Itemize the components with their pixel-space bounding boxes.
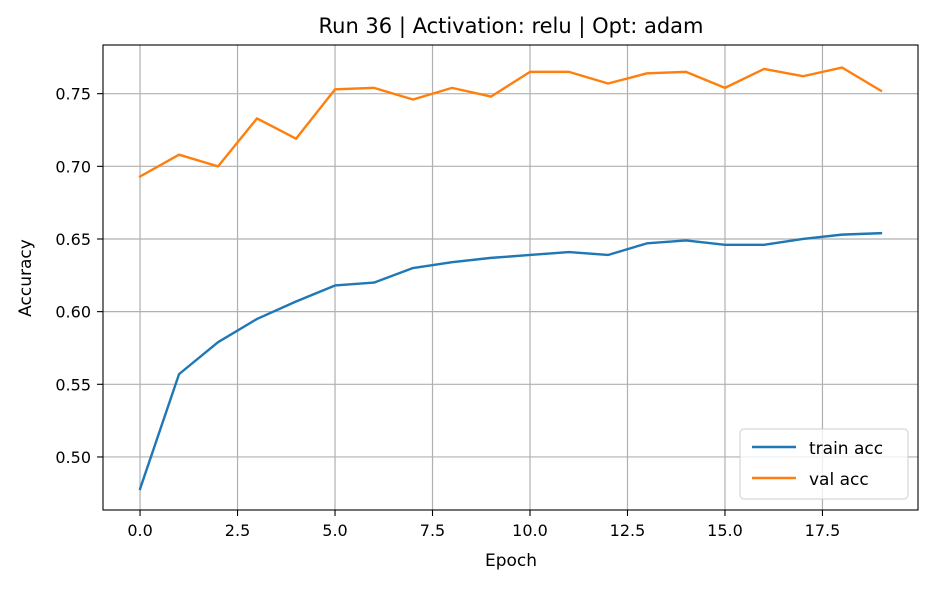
legend: train acc val acc	[739, 428, 909, 500]
plot-frame	[102, 44, 919, 511]
axis-ticks: 0.0 2.5 5.0 7.5 10.0 12.5 15.0 17.5 0.50 0.55 0.60…	[55, 85, 840, 540]
series-line-train-acc	[138, 231, 883, 491]
y-tick-label: 0.75	[55, 85, 91, 104]
y-tick-label: 0.55	[55, 375, 91, 394]
x-tick-label: 0.0	[127, 521, 152, 540]
x-tick-label: 12.5	[610, 521, 646, 540]
grid-layer	[103, 45, 918, 510]
y-tick-label: 0.60	[55, 303, 91, 322]
y-axis-label: Accuracy	[16, 239, 36, 317]
legend-label-val-acc: val acc	[809, 470, 869, 490]
series-line-val-acc	[138, 66, 883, 179]
x-tick-label: 5.0	[322, 521, 347, 540]
y-tick-label: 0.65	[55, 230, 91, 249]
series-lines	[138, 66, 883, 491]
y-tick-label: 0.50	[55, 448, 91, 467]
legend-label-train-acc: train acc	[809, 439, 883, 459]
x-tick-label: 10.0	[512, 521, 548, 540]
x-tick-label: 2.5	[225, 521, 250, 540]
x-tick-label: 7.5	[420, 521, 445, 540]
chart-title: Run 36 | Activation: relu | Opt: adam	[318, 14, 703, 39]
y-tick-label: 0.70	[55, 157, 91, 176]
x-axis-label: Epoch	[485, 551, 537, 571]
x-tick-label: 17.5	[805, 521, 841, 540]
x-tick-label: 15.0	[707, 521, 743, 540]
